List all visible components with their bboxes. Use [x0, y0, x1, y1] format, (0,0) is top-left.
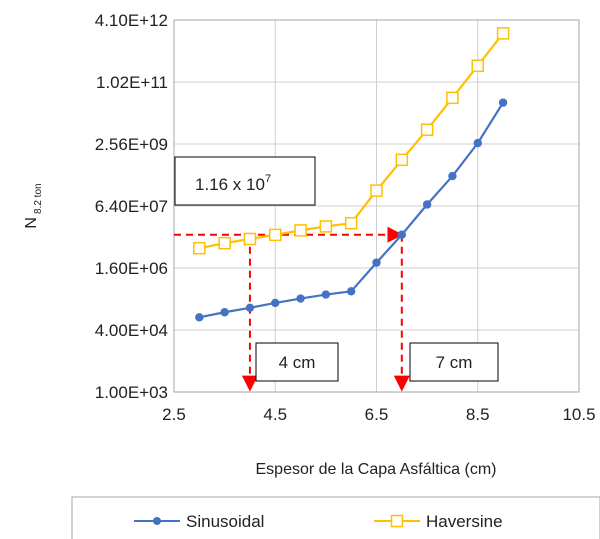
y-axis-title: N 8.2 ton: [23, 183, 44, 228]
series-line-haversine: [199, 32, 504, 250]
y-tick-label: 6.40E+07: [95, 197, 168, 216]
data-point-haversine: [446, 91, 459, 105]
data-point-haversine: [420, 123, 434, 136]
y-tick-label: 1.60E+06: [95, 259, 168, 278]
y-axis-ticks: 1.00E+03 4.00E+04 1.60E+06 6.40E+07 2.56E+09…: [95, 11, 168, 402]
y-tick-label: 2.56E+09: [95, 135, 168, 154]
reference-lines: [174, 226, 410, 392]
x-tick-label: 2.5: [162, 405, 186, 424]
data-point-sinusoidal: [271, 298, 280, 308]
y-axis-title-sub: 8.2 ton: [33, 183, 44, 214]
data-point-sinusoidal: [473, 138, 482, 148]
x-tick-label: 4.5: [263, 405, 287, 424]
annotation-7cm-box: 7 cm: [409, 342, 499, 382]
data-point-haversine: [294, 224, 307, 237]
data-point-sinusoidal: [448, 171, 457, 181]
data-point-sinusoidal: [397, 230, 407, 239]
data-point-haversine: [395, 153, 409, 167]
annotation-value-text: 1.16 x 10: [195, 175, 265, 194]
grid: [173, 19, 580, 393]
x-tick-label: 10.5: [562, 405, 595, 424]
data-point-sinusoidal: [346, 287, 356, 296]
y-tick-label: 4.10E+12: [95, 11, 168, 30]
data-point-haversine: [193, 241, 206, 255]
data-point-sinusoidal: [422, 200, 432, 209]
y-axis-title-main: N: [23, 217, 40, 229]
plot-area: [173, 19, 580, 393]
legend-label-sinusoidal: Sinusoidal: [186, 512, 264, 531]
legend: Sinusoidal Haversine: [71, 496, 600, 539]
data-point-haversine: [269, 228, 282, 242]
svg-text:1.16 x 107: 1.16 x 107: [195, 173, 271, 194]
legend-item-sinusoidal: Sinusoidal: [134, 512, 264, 531]
data-point-haversine: [319, 220, 333, 233]
y-tick-label: 4.00E+04: [95, 321, 168, 340]
data-point-sinusoidal: [245, 303, 255, 312]
legend-label-haversine: Haversine: [426, 512, 503, 531]
annotation-4cm-text: 4 cm: [279, 353, 316, 372]
data-point-haversine: [496, 27, 510, 40]
x-tick-label: 6.5: [365, 405, 389, 424]
x-tick-label: 8.5: [466, 405, 490, 424]
data-point-haversine: [370, 184, 383, 197]
x-axis-ticks: 2.5 4.5 6.5 8.5 10.5: [162, 405, 595, 424]
data-point-sinusoidal: [321, 290, 331, 299]
annotation-7cm-text: 7 cm: [436, 353, 473, 372]
annotation-value-box: 1.16 x 107: [174, 156, 316, 206]
data-point-haversine: [344, 216, 358, 230]
data-point-haversine: [243, 232, 257, 246]
data-point-sinusoidal: [498, 98, 508, 107]
data-point-sinusoidal: [296, 294, 305, 303]
y-tick-label: 1.02E+11: [96, 73, 168, 92]
data-point-sinusoidal: [372, 258, 381, 267]
data-point-haversine: [218, 236, 231, 250]
y-tick-label: 1.00E+03: [95, 383, 168, 402]
annotation-value-exponent: 7: [265, 173, 271, 185]
x-axis-title: Espesor de la Capa Asfáltica (cm): [256, 461, 497, 478]
series-line-sinusoidal: [199, 102, 504, 319]
data-point-sinusoidal: [220, 308, 229, 317]
data-point-haversine: [471, 59, 484, 72]
legend-item-haversine: Haversine: [374, 512, 503, 531]
data-point-sinusoidal: [195, 313, 204, 322]
series: [193, 27, 510, 322]
annotation-4cm-box: 4 cm: [255, 342, 339, 382]
